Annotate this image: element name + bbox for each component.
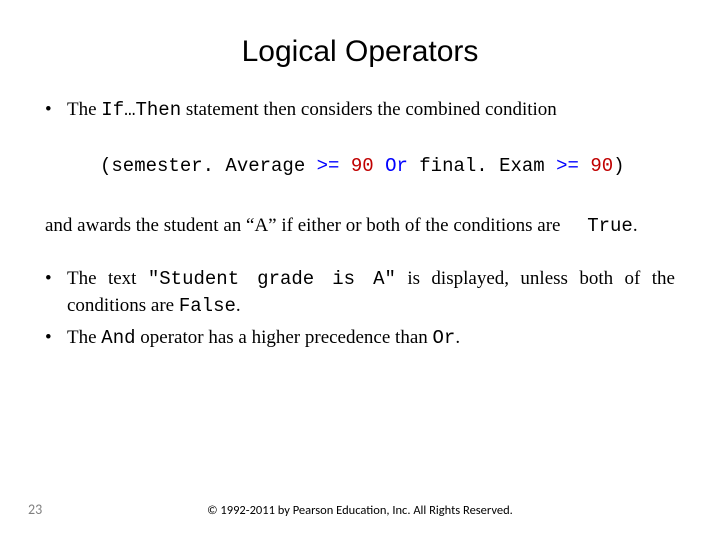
bullet-3-content: The And operator has a higher precedence…: [67, 325, 675, 352]
bullet-2: • The text "Student grade is A" is displ…: [45, 266, 675, 319]
text: .: [633, 215, 638, 236]
slide-body: • The If…Then statement then considers t…: [45, 97, 675, 352]
code-token: >=: [317, 155, 351, 177]
code-inline: "Student grade is A": [148, 268, 396, 290]
paragraph: and awards the student an “A” if either …: [45, 213, 675, 240]
text: .: [236, 295, 241, 316]
code-inline: And: [101, 327, 135, 349]
bullet-3: • The And operator has a higher preceden…: [45, 325, 675, 352]
bullet-marker: •: [45, 97, 67, 124]
text: .: [455, 327, 460, 348]
code-token: (semester. Average: [100, 155, 317, 177]
code-token: Or: [374, 155, 420, 177]
bullet-2-content: The text "Student grade is A" is display…: [67, 266, 675, 319]
bullet-1: • The If…Then statement then considers t…: [45, 97, 675, 124]
code-token: 90: [351, 155, 374, 177]
text: statement then considers the combined co…: [181, 99, 557, 120]
text: The text: [67, 268, 148, 289]
text: and awards the student an “A” if either …: [45, 215, 565, 236]
code-token: final. Exam: [419, 155, 556, 177]
bullet-1-content: The If…Then statement then considers the…: [67, 97, 675, 124]
code-token: 90: [590, 155, 613, 177]
bullet-marker: •: [45, 325, 67, 352]
code-inline: False: [179, 295, 236, 317]
code-token: ): [613, 155, 624, 177]
code-inline: Or: [433, 327, 456, 349]
text: The: [67, 327, 101, 348]
copyright-text: © 1992-2011 by Pearson Education, Inc. A…: [0, 503, 720, 518]
text: The: [67, 99, 101, 120]
code-inline: If…Then: [101, 99, 181, 121]
code-token: >=: [556, 155, 590, 177]
code-expression: (semester. Average >= 90 Or final. Exam …: [100, 154, 675, 180]
code-inline: True: [587, 215, 633, 237]
bullet-marker: •: [45, 266, 67, 319]
slide-title: Logical Operators: [45, 35, 675, 69]
text: operator has a higher precedence than: [136, 327, 433, 348]
